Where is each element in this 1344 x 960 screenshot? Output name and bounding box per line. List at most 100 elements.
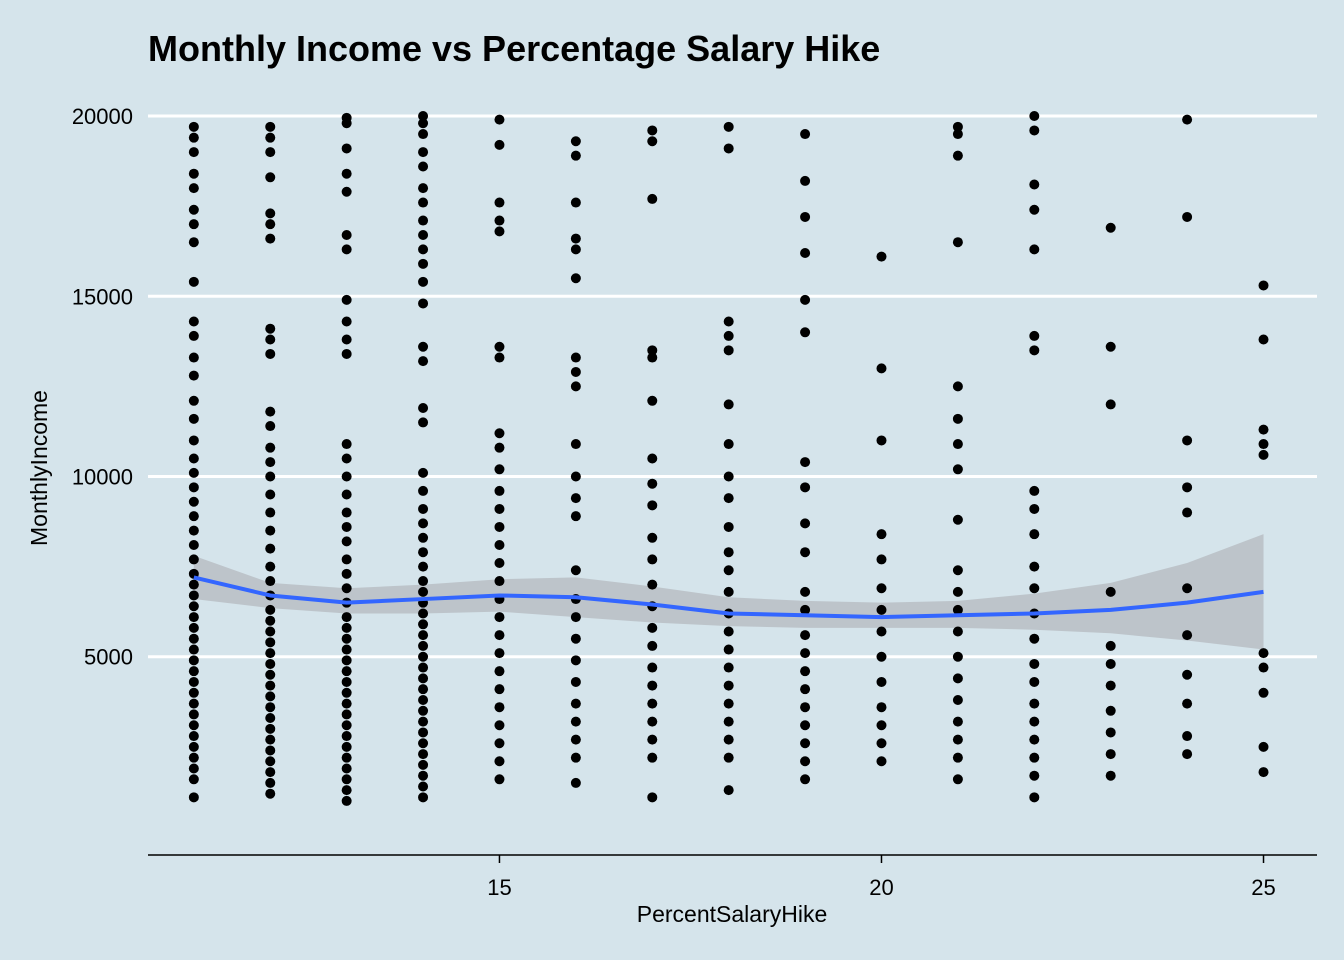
data-point [265,543,276,554]
data-point [494,428,505,439]
data-point [341,612,352,623]
data-point [723,345,734,356]
data-point [952,464,963,475]
data-point [418,673,429,684]
data-point [647,352,658,363]
data-point [723,471,734,482]
data-point [265,604,276,615]
data-point [418,781,429,792]
data-point [800,211,811,222]
data-point [188,763,199,774]
data-point [341,731,352,742]
data-point [265,525,276,536]
data-point [723,316,734,327]
data-point [570,777,581,788]
data-point [570,471,581,482]
data-point [723,143,734,154]
data-point [418,147,429,158]
data-point [647,640,658,651]
data-point [265,723,276,734]
data-point [265,637,276,648]
data-point [952,514,963,525]
data-point [876,702,887,713]
data-point [265,471,276,482]
data-point [188,316,199,327]
data-point [647,752,658,763]
data-point [1029,770,1040,781]
data-point [800,684,811,695]
data-point [265,648,276,659]
data-point [1029,633,1040,644]
chart-title: Monthly Income vs Percentage Salary Hike [148,28,880,69]
data-point [188,752,199,763]
data-point [418,547,429,558]
data-point [952,565,963,576]
data-point [570,366,581,377]
data-point [952,774,963,785]
data-point [265,172,276,183]
data-point [341,720,352,731]
data-point [188,453,199,464]
data-point [723,734,734,745]
data-point [1029,204,1040,215]
data-point [418,276,429,287]
data-point [341,752,352,763]
data-point [418,662,429,673]
data-point [188,147,199,158]
data-point [1182,482,1193,493]
data-point [952,586,963,597]
data-point [418,118,429,129]
data-point [188,435,199,446]
data-point [876,676,887,687]
data-point [647,500,658,511]
data-point [800,518,811,529]
data-point [1105,222,1116,233]
data-point [570,633,581,644]
data-point [952,439,963,450]
data-point [418,586,429,597]
data-point [876,651,887,662]
data-point [952,734,963,745]
data-point [1182,211,1193,222]
data-point [1029,676,1040,687]
data-point [341,774,352,785]
data-point [647,478,658,489]
data-point [570,698,581,709]
data-point [341,644,352,655]
data-point [494,226,505,237]
data-point [418,129,429,140]
data-point [647,136,658,147]
data-point [952,673,963,684]
data-point [800,756,811,767]
data-point [1029,485,1040,496]
data-point [341,687,352,698]
data-point [1029,345,1040,356]
data-point [800,175,811,186]
data-point [1258,280,1269,291]
data-point [494,503,505,514]
data-point [494,648,505,659]
data-point [188,539,199,550]
data-point [265,442,276,453]
data-point [265,658,276,669]
data-point [1105,770,1116,781]
data-point [570,439,581,450]
data-point [341,795,352,806]
data-point [570,716,581,727]
data-point [952,694,963,705]
data-point [1182,669,1193,680]
data-point [723,399,734,410]
data-point [188,511,199,522]
data-point [647,662,658,673]
data-point [570,493,581,504]
data-point [188,395,199,406]
data-point [188,525,199,536]
data-point [723,680,734,691]
data-point [1182,731,1193,742]
data-point [188,276,199,287]
data-point [418,298,429,309]
data-point [876,626,887,637]
data-point [800,630,811,641]
data-point [265,691,276,702]
y-axis-ticks: 5000 10000 15000 20000 [72,104,133,670]
